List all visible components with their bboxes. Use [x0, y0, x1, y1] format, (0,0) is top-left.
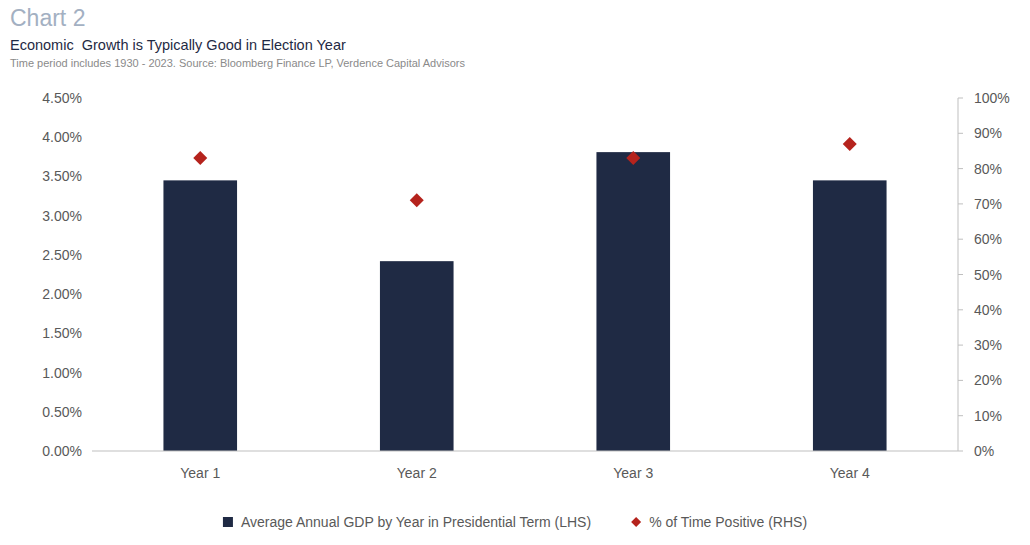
y2-tick	[958, 239, 963, 240]
bar	[813, 180, 887, 451]
y2-tick-label: 50%	[974, 267, 1002, 283]
chart-number: Chart 2	[10, 5, 85, 31]
y2-tick-label: 70%	[974, 196, 1002, 212]
y2-tick	[958, 168, 963, 169]
y-tick-label: 3.00%	[42, 208, 82, 224]
y2-tick-label: 80%	[974, 161, 1002, 177]
x-axis-line	[92, 451, 958, 452]
legend-label: Average Annual GDP by Year in Presidenti…	[241, 514, 591, 530]
legend: Average Annual GDP by Year in Presidenti…	[223, 514, 807, 530]
diamond-marker	[626, 151, 640, 165]
chart: Chart 2 Economic Growth is Typically Good…	[0, 0, 1030, 545]
bar	[163, 180, 237, 451]
y-tick-label: 3.50%	[42, 168, 82, 184]
diamond-marker	[410, 193, 424, 207]
diamond-marker	[843, 137, 857, 151]
title: Economic Growth is Typically Good in Ele…	[10, 37, 346, 53]
y2-tick-label: 100%	[974, 90, 1010, 106]
y2-tick-label: 30%	[974, 337, 1002, 353]
y2-tick-label: 90%	[974, 125, 1002, 141]
y2-tick	[958, 415, 963, 416]
legend-swatch	[631, 517, 641, 527]
legend-swatch	[223, 517, 233, 527]
y2-tick	[958, 203, 963, 204]
y-tick-label: 1.00%	[42, 365, 82, 381]
bar	[596, 152, 670, 451]
y-tick-label: 4.50%	[42, 90, 82, 106]
y-tick-label: 0.50%	[42, 404, 82, 420]
y2-tick-label: 20%	[974, 372, 1002, 388]
plot-marks	[163, 137, 886, 451]
y-tick-label: 2.50%	[42, 247, 82, 263]
y2-tick	[958, 309, 963, 310]
y2-tick	[958, 133, 963, 134]
y2-tick	[958, 451, 963, 452]
y2-tick	[958, 274, 963, 275]
x-tick-label: Year 1	[180, 465, 220, 481]
y-tick-label: 0.00%	[42, 443, 82, 459]
y-tick-label: 4.00%	[42, 129, 82, 145]
y2-tick-label: 60%	[974, 231, 1002, 247]
y2-tick-label: 0%	[974, 443, 994, 459]
y-tick-label: 2.00%	[42, 286, 82, 302]
y-tick-label: 1.50%	[42, 325, 82, 341]
bar	[380, 261, 454, 451]
y2-tick-label: 40%	[974, 302, 1002, 318]
x-tick-label: Year 2	[397, 465, 437, 481]
y2-tick-label: 10%	[974, 408, 1002, 424]
y2-tick	[958, 98, 963, 99]
x-tick-label: Year 3	[613, 465, 653, 481]
diamond-marker	[193, 151, 207, 165]
subtitle: Time period includes 1930 - 2023. Source…	[10, 57, 465, 69]
legend-label: % of Time Positive (RHS)	[649, 514, 807, 530]
x-tick-label: Year 4	[830, 465, 870, 481]
y2-tick	[958, 380, 963, 381]
y2-tick	[958, 345, 963, 346]
